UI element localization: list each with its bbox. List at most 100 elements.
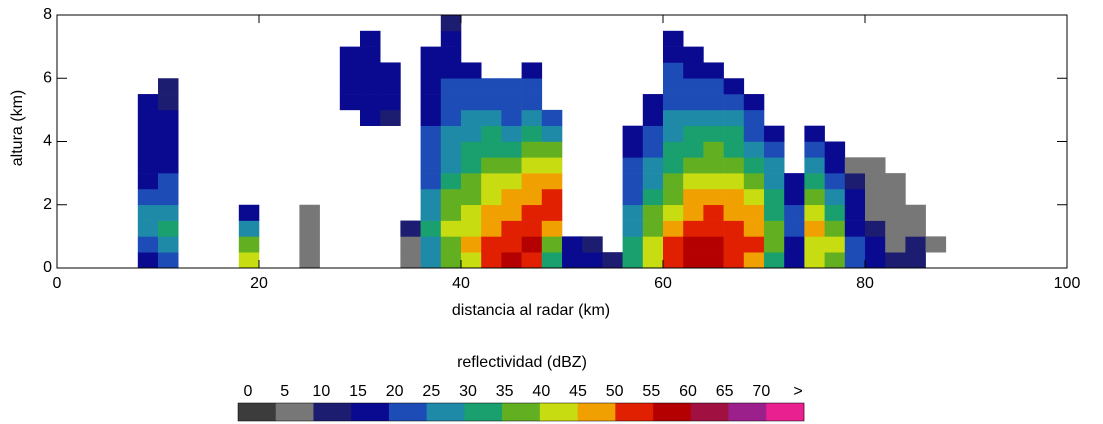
cell [521,173,543,190]
cell [440,46,462,63]
cell [481,173,502,190]
cell [663,252,684,269]
cell [764,204,785,221]
y-tick-label: 6 [43,69,52,86]
colorbar-tick-label: 60 [679,383,697,400]
cell [137,188,159,206]
cell [743,125,765,142]
cell [703,252,724,269]
cell [158,157,179,174]
colorbar-bin [728,403,767,421]
cell [461,220,482,237]
cell [844,188,866,206]
cell [784,236,805,253]
cell [885,220,906,237]
cell [642,252,664,269]
cell [360,78,381,95]
cell [501,204,522,221]
cell [158,173,179,190]
colorbar-tick-label: 55 [642,383,660,400]
cell [703,94,724,111]
cell [743,157,765,174]
cell [440,109,462,126]
cell [461,62,482,79]
colorbar-bin [690,403,729,421]
cell [299,204,320,221]
cell [440,125,462,142]
cell [582,236,603,253]
cell [723,188,745,206]
cell [137,141,159,158]
cell [642,157,664,174]
cell [683,204,704,221]
cell [440,236,462,253]
cell [804,173,825,190]
cell [238,220,260,237]
cell [461,78,482,95]
cell [703,109,724,126]
cell [622,188,644,206]
cell [481,78,502,95]
cell [440,94,462,111]
cell [784,204,805,221]
colorbar-bin [539,403,578,421]
cell [683,46,704,63]
cell [865,188,886,206]
cell [541,141,563,158]
cell [501,94,522,111]
cell [521,141,543,158]
cell [784,188,805,206]
cell [400,220,421,237]
cell [885,173,906,190]
cell [642,125,664,142]
cell [824,252,846,269]
cell [562,252,583,269]
colorbar-bin [502,403,541,421]
cell [663,30,684,47]
cell [885,252,906,269]
cell [844,157,866,174]
cell [642,109,664,126]
cell [804,252,825,269]
cell [521,94,543,111]
cell [481,252,502,269]
cell [663,94,684,111]
cell [440,252,462,269]
cell [461,141,482,158]
cell [501,78,522,95]
cell [764,141,785,158]
cell [824,204,846,221]
cell [541,220,563,237]
cell [420,173,442,190]
cell [743,188,765,206]
cell [501,236,522,253]
cell [562,236,583,253]
cell [844,204,866,221]
cell [723,220,745,237]
cell [804,236,825,253]
cell [137,220,159,237]
colorbar-tick-label: 10 [312,383,330,400]
cell [703,62,724,79]
cell [420,46,442,63]
cell [137,252,159,269]
cell [824,188,846,206]
cell [622,252,644,269]
cell [824,220,846,237]
cell [804,188,825,206]
x-tick-label: 0 [53,275,62,292]
cell [683,78,704,95]
colorbar-tick-label: 15 [349,383,367,400]
cell [683,188,704,206]
cell [703,173,724,190]
cell [521,236,543,253]
colorbar-bin [766,403,805,421]
colorbar-bin [275,403,314,421]
cell [501,220,522,237]
cell [764,220,785,237]
cell [158,78,179,95]
cell [602,252,623,269]
cell [743,236,765,253]
cell [541,236,563,253]
cell [541,252,563,269]
